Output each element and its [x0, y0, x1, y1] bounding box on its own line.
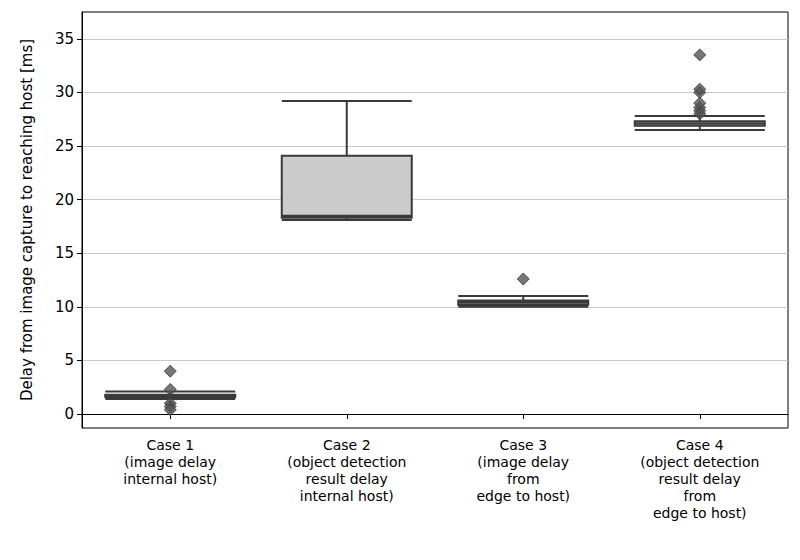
svg-text:internal host): internal host)	[300, 488, 394, 504]
svg-text:edge to host): edge to host)	[476, 488, 570, 504]
svg-text:Case 3: Case 3	[499, 437, 547, 453]
svg-text:0: 0	[64, 405, 74, 423]
svg-text:15: 15	[55, 244, 74, 262]
svg-text:25: 25	[55, 137, 74, 155]
svg-text:Case 4: Case 4	[676, 437, 724, 453]
svg-text:Delay from image capture to re: Delay from image capture to reaching hos…	[18, 39, 36, 401]
svg-text:result delay: result delay	[659, 471, 741, 487]
svg-text:(image delay: (image delay	[477, 454, 569, 470]
svg-text:Case 2: Case 2	[323, 437, 371, 453]
svg-text:internal host): internal host)	[123, 471, 217, 487]
svg-text:20: 20	[55, 191, 74, 209]
svg-text:result delay: result delay	[306, 471, 388, 487]
svg-text:10: 10	[55, 298, 74, 316]
svg-text:edge to host): edge to host)	[653, 505, 747, 521]
svg-text:(image delay: (image delay	[124, 454, 216, 470]
svg-text:from: from	[507, 471, 540, 487]
svg-text:Case 1: Case 1	[146, 437, 194, 453]
svg-text:from: from	[683, 488, 716, 504]
svg-text:(object detection: (object detection	[287, 454, 406, 470]
svg-text:(object detection: (object detection	[640, 454, 759, 470]
svg-text:5: 5	[64, 351, 74, 369]
svg-text:30: 30	[55, 83, 74, 101]
svg-text:35: 35	[55, 30, 74, 48]
